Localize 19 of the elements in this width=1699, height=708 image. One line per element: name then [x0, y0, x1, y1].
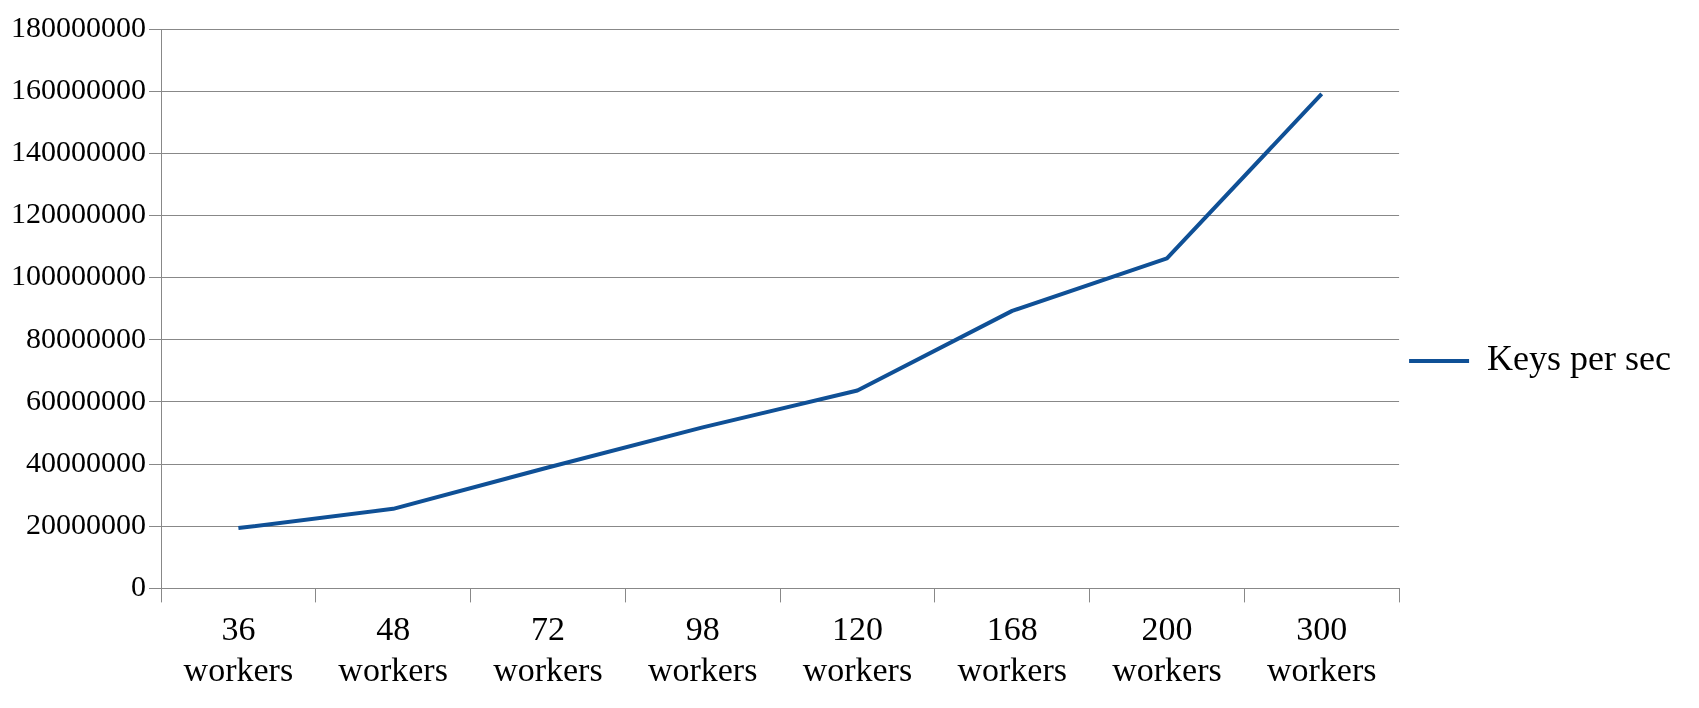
- x-tick-label: 168 workers: [957, 609, 1067, 688]
- x-tick-label: 36 workers: [183, 609, 294, 688]
- y-tick-label: 160000000: [11, 72, 146, 106]
- y-tick-label: 60000000: [26, 382, 146, 416]
- y-tick-label: 20000000: [26, 507, 146, 541]
- legend-label: Keys per sec: [1487, 338, 1671, 379]
- y-tick-label: 180000000: [11, 9, 146, 43]
- x-tick-label: 120 workers: [802, 609, 913, 688]
- y-tick-label: 120000000: [11, 196, 146, 230]
- x-tick-label: 98 workers: [647, 609, 758, 688]
- y-tick-label: 100000000: [11, 258, 146, 292]
- y-tick-label: 80000000: [26, 320, 146, 354]
- y-tick-label: 0: [131, 569, 146, 603]
- x-tick-label: 72 workers: [493, 609, 603, 688]
- x-tick-label: 300 workers: [1266, 609, 1377, 688]
- x-tick-label: 200 workers: [1112, 609, 1222, 688]
- x-tick-label: 48 workers: [338, 609, 448, 688]
- y-tick-label: 40000000: [26, 444, 146, 478]
- y-tick-label: 140000000: [11, 134, 146, 168]
